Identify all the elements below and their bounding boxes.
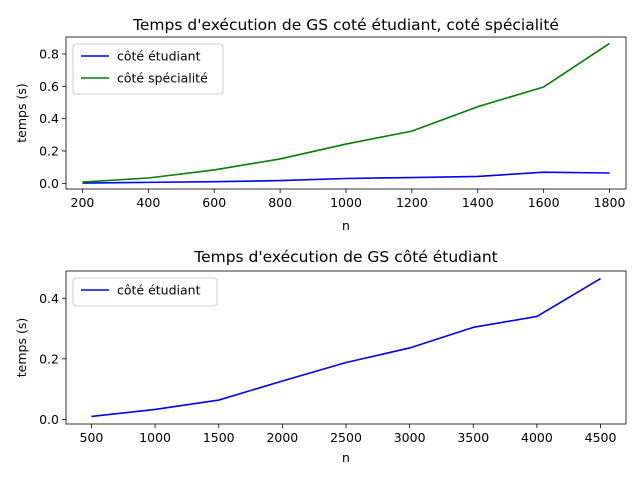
y-tick-label: 0.6: [39, 79, 59, 94]
y-axis-label: temps (s): [14, 318, 29, 377]
x-tick-label: 3500: [457, 430, 489, 445]
x-tick-label: 4500: [585, 430, 617, 445]
plot-frame: [65, 270, 627, 425]
legend-label: côté spécialité: [117, 71, 208, 86]
series-line-1: [82, 171, 610, 184]
legend-label: côté étudiant: [117, 49, 201, 64]
x-tick-label: 600: [202, 195, 226, 210]
series-line-2: [82, 42, 610, 183]
y-tick-label: 0.8: [39, 46, 59, 61]
legend-box: [72, 43, 224, 95]
legend-box: [72, 277, 218, 307]
legend: côté étudiant: [72, 277, 218, 307]
x-tick-label: 400: [136, 195, 160, 210]
y-tick-label: 0.2: [39, 144, 59, 159]
x-axis-label: n: [342, 450, 350, 465]
plot-frame: [65, 36, 627, 190]
chart-title: Temps d'exécution de GS côté étudiant: [193, 248, 497, 266]
x-tick-label: 1600: [528, 195, 560, 210]
legend: côté étudiant côté spécialité: [72, 43, 224, 95]
legend-label: côté étudiant: [117, 283, 201, 298]
x-tick-label: 200: [71, 195, 95, 210]
x-tick-label: 1400: [462, 195, 494, 210]
chart-2: Temps d'exécution de GS côté étudiant 500…: [14, 248, 627, 465]
x-axis-label: n: [342, 218, 350, 233]
y-tick-label: 0.0: [39, 176, 59, 191]
y-tick-label: 0.4: [39, 291, 59, 306]
y-tick-label: 0.4: [39, 111, 59, 126]
chart-title: Temps d'exécution de GS coté étudiant, c…: [132, 16, 559, 34]
x-tick-label: 4000: [521, 430, 553, 445]
x-tick-label: 800: [268, 195, 292, 210]
x-tick-label: 1800: [594, 195, 626, 210]
chart-1: Temps d'exécution de GS coté étudiant, c…: [14, 16, 627, 233]
x-tick-label: 3000: [394, 430, 426, 445]
x-tick-label: 2000: [266, 430, 298, 445]
x-tick-label: 2500: [330, 430, 362, 445]
x-tick-label: 1000: [330, 195, 362, 210]
series-line-1: [91, 277, 601, 418]
y-tick-label: 0.2: [39, 351, 59, 366]
y-tick-label: 0.0: [39, 412, 59, 427]
y-axis-label: temps (s): [14, 83, 29, 142]
x-tick-label: 1200: [396, 195, 428, 210]
x-tick-label: 1500: [203, 430, 235, 445]
x-tick-label: 500: [80, 430, 104, 445]
x-tick-label: 1000: [139, 430, 171, 445]
